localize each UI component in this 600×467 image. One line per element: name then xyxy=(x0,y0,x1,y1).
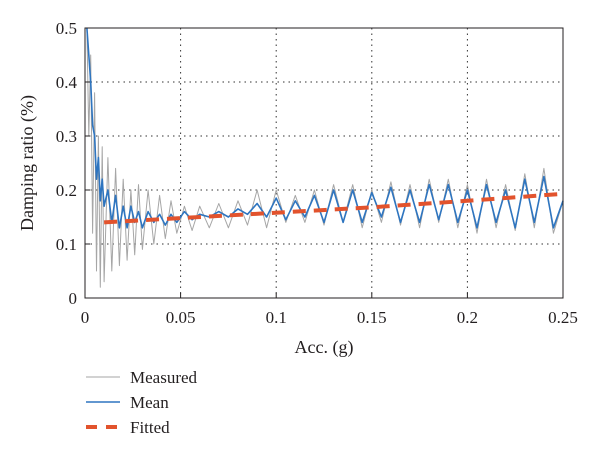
x-tick-label: 0.15 xyxy=(357,308,387,327)
plot-frame xyxy=(84,27,564,299)
y-tick-label: 0.3 xyxy=(56,127,77,146)
x-tick-label: 0.2 xyxy=(457,308,478,327)
y-tick-label: 0.4 xyxy=(56,73,78,92)
legend-label-mean: Mean xyxy=(130,393,169,412)
y-tick-label: 0.1 xyxy=(56,235,77,254)
x-tick-label: 0.05 xyxy=(166,308,196,327)
y-tick-label: 0 xyxy=(69,289,78,308)
x-tick-label: 0.25 xyxy=(548,308,578,327)
series-line-fitted xyxy=(103,191,564,225)
y-tick-label: 0.5 xyxy=(56,19,77,38)
legend-label-measured: Measured xyxy=(130,368,198,387)
x-tick-label: 0 xyxy=(81,308,90,327)
legend: Measured Mean Fitted xyxy=(86,368,198,437)
x-axis-label: Acc. (g) xyxy=(295,337,354,358)
grid xyxy=(85,28,563,298)
x-tick-label: 0.1 xyxy=(266,308,287,327)
legend-label-fitted: Fitted xyxy=(130,418,170,437)
y-axis-label: Damping ratio (%) xyxy=(17,95,38,231)
y-axis: 0 0.1 0.2 0.3 0.4 0.5 xyxy=(56,19,90,308)
y-tick-label: 0.2 xyxy=(56,181,77,200)
series-line-measured xyxy=(86,27,564,288)
x-axis: 0 0.05 0.1 0.15 0.2 0.25 xyxy=(81,293,578,327)
series-layer xyxy=(86,27,564,288)
